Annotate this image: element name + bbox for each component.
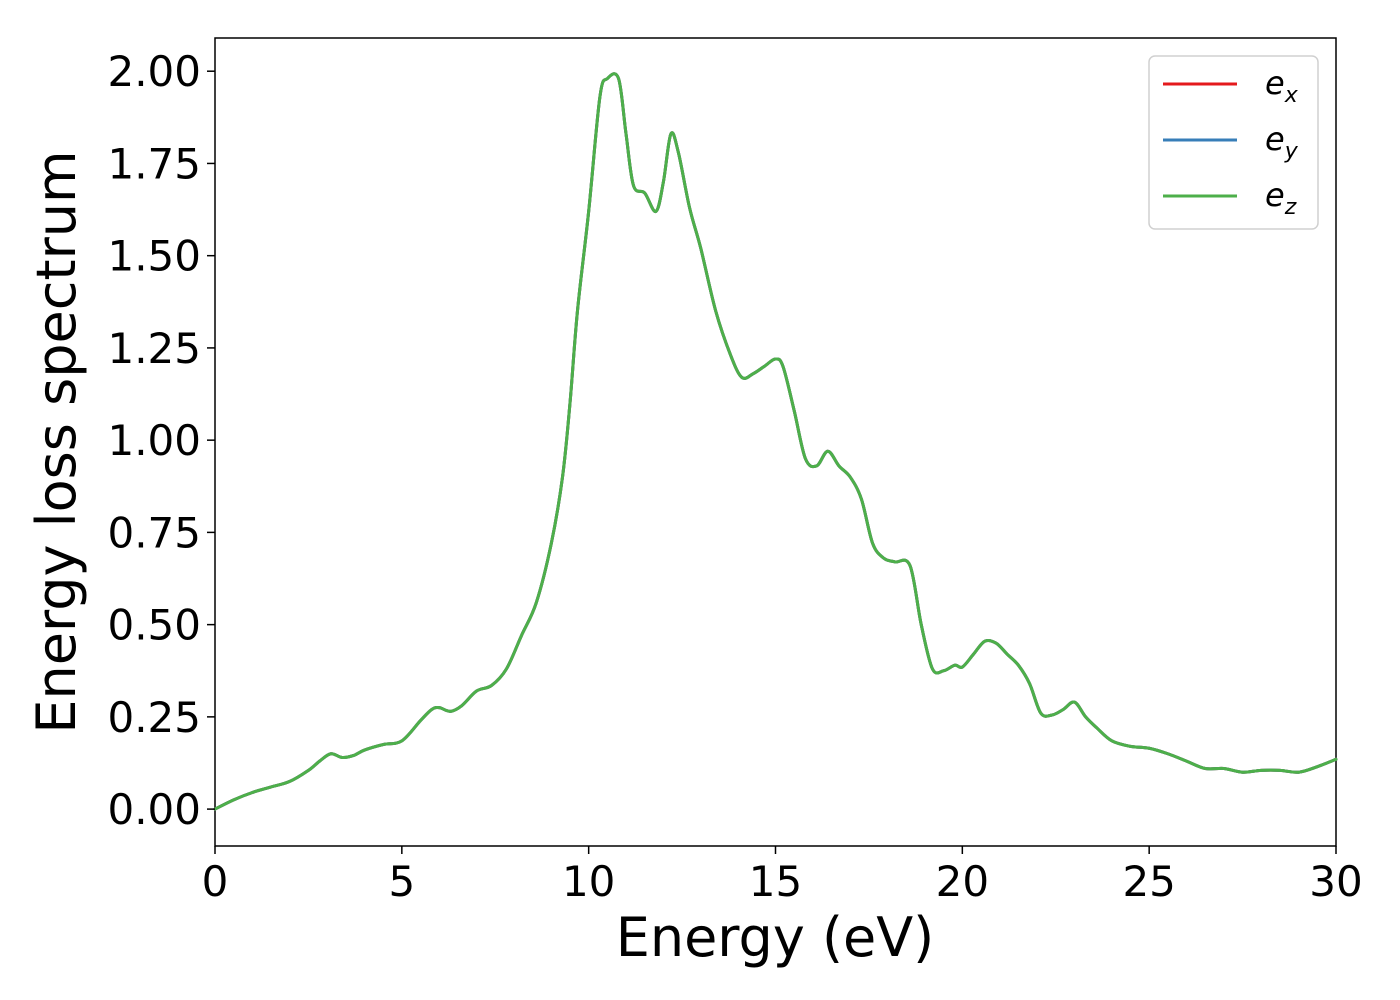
y-tick-label: 0.75 [107, 508, 201, 557]
legend-label-ex: ex [1265, 64, 1299, 108]
y-axis-label: Energy loss spectrum [25, 150, 88, 733]
y-axis-ticks: 0.00 0.25 0.50 0.75 1.00 1.25 1.50 1.75 2.00 [107, 47, 215, 834]
x-tick-label: 5 [388, 857, 415, 906]
legend-label-subscript: z [1284, 195, 1297, 220]
series-line-ez [213, 72, 1338, 811]
legend-label-ey: ey [1265, 120, 1299, 164]
x-tick-label: 10 [562, 857, 615, 906]
legend-label-main: e [1265, 64, 1285, 102]
x-tick-label: 20 [936, 857, 989, 906]
x-tick-label: 0 [202, 857, 229, 906]
y-tick-label: 0.50 [107, 601, 201, 650]
series-group [213, 72, 1338, 811]
x-tick-label: 30 [1309, 857, 1362, 906]
y-tick-label: 2.00 [107, 47, 201, 96]
x-axis-label: Energy (eV) [616, 906, 935, 969]
legend-label-subscript: y [1284, 139, 1299, 164]
legend-label-main: e [1265, 176, 1285, 214]
x-tick-label: 25 [1122, 857, 1175, 906]
x-axis-ticks: 0 5 10 15 20 25 30 [202, 846, 1363, 906]
legend-label-main: e [1265, 120, 1285, 158]
y-tick-label: 1.50 [107, 232, 201, 281]
x-tick-label: 15 [749, 857, 802, 906]
y-tick-label: 0.25 [107, 693, 201, 742]
y-tick-label: 1.25 [107, 324, 201, 373]
legend-label-subscript: x [1284, 83, 1299, 108]
legend-label-ez: ez [1265, 176, 1297, 220]
y-tick-label: 0.00 [107, 785, 201, 834]
y-tick-label: 1.75 [107, 139, 201, 188]
y-tick-label: 1.00 [107, 416, 201, 465]
legend-frame [1148, 55, 1319, 230]
